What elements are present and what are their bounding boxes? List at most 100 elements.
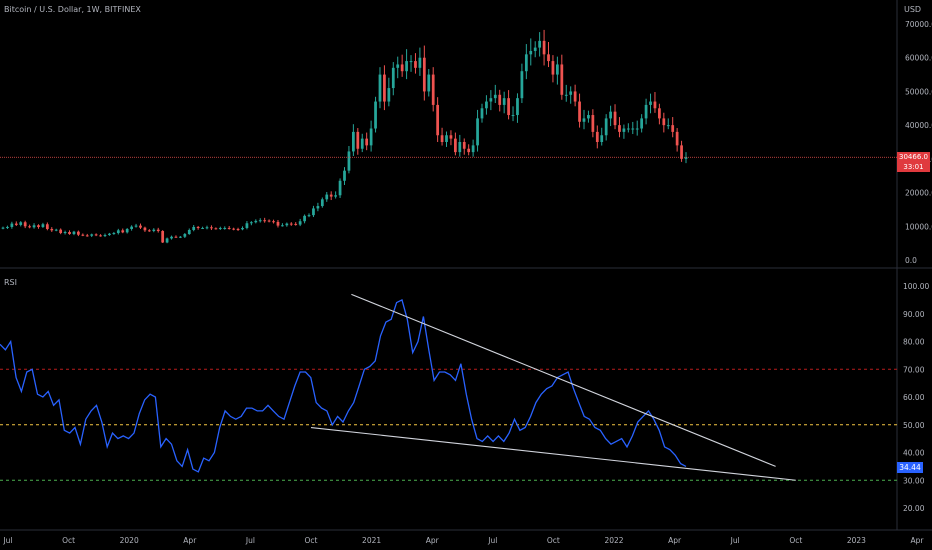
candle-body xyxy=(485,101,488,109)
time-axis-tick: Oct xyxy=(62,536,75,545)
candle-body xyxy=(662,118,666,126)
candle-body xyxy=(493,94,497,99)
candle-body xyxy=(263,220,267,222)
candle-body xyxy=(165,238,169,243)
candle-body xyxy=(507,98,510,116)
candle-body xyxy=(640,118,644,129)
candle-body xyxy=(289,223,293,225)
candle-body xyxy=(405,61,408,72)
candle-body xyxy=(618,125,621,132)
candle-body xyxy=(285,223,289,226)
currency-label: USD xyxy=(904,5,922,14)
candle-body xyxy=(578,101,581,122)
rsi-axis-tick: 70.00 xyxy=(903,365,925,374)
candle-body xyxy=(609,111,612,119)
candle-body xyxy=(90,234,94,236)
candle-body xyxy=(431,74,435,105)
price-axis-tick: 20000.0 xyxy=(905,189,932,198)
candle-body xyxy=(347,151,351,171)
candle-body xyxy=(139,225,142,228)
candle-body xyxy=(108,233,111,236)
candle-body xyxy=(582,118,586,122)
rsi-axis-tick: 80.00 xyxy=(903,338,925,347)
candle-body xyxy=(369,128,373,146)
candle-body xyxy=(232,228,235,230)
price-axis-tick: 10000.0 xyxy=(905,222,932,231)
candle-body xyxy=(19,222,23,225)
rsi-axis-tick: 30.00 xyxy=(903,476,925,485)
candle-body xyxy=(187,229,191,235)
candle-body xyxy=(147,230,151,232)
candle-body xyxy=(458,142,462,153)
candle-body xyxy=(210,227,213,229)
candle-body xyxy=(436,104,440,136)
candle-body xyxy=(298,221,302,225)
time-axis-tick: Apr xyxy=(426,536,440,545)
candle-body xyxy=(45,224,49,229)
candle-body xyxy=(245,223,249,228)
candle-body xyxy=(498,94,502,105)
candle-body xyxy=(14,223,18,225)
candle-body xyxy=(37,225,40,227)
candle-body xyxy=(666,125,670,127)
candle-body xyxy=(94,234,98,236)
price-axis-tick: 50000.0 xyxy=(905,87,932,96)
candle-body xyxy=(334,195,338,197)
time-axis-tick: Apr xyxy=(668,536,682,545)
candle-body xyxy=(595,131,599,142)
candle-body xyxy=(272,221,275,223)
candle-body xyxy=(192,226,196,230)
time-axis-tick: Oct xyxy=(305,536,318,545)
time-axis-tick: Apr xyxy=(183,536,197,545)
candle-body xyxy=(170,236,173,239)
candle-body xyxy=(387,88,391,102)
candle-body xyxy=(85,235,89,237)
time-axis-tick: Apr xyxy=(911,536,925,545)
candle-body xyxy=(471,145,475,153)
candle-body xyxy=(409,61,413,63)
chart-title: Bitcoin / U.S. Dollar, 1W, BITFINEX xyxy=(4,5,141,14)
candle-body xyxy=(227,227,231,229)
candle-body xyxy=(312,208,315,216)
candle-body xyxy=(281,225,284,227)
candle-body xyxy=(134,225,138,227)
candle-body xyxy=(564,94,568,96)
time-axis-tick: Jul xyxy=(730,536,740,545)
candle-body xyxy=(374,101,377,129)
candle-body xyxy=(112,233,116,235)
candle-body xyxy=(103,235,107,237)
bar-countdown: 33:01 xyxy=(903,163,924,171)
candle-body xyxy=(125,228,129,233)
candle-body xyxy=(613,111,617,126)
candle-body xyxy=(174,236,178,238)
candle-body xyxy=(440,135,444,142)
candle-body xyxy=(236,228,240,230)
candle-body xyxy=(161,231,165,243)
candle-body xyxy=(130,226,133,229)
time-axis-tick: Oct xyxy=(547,536,560,545)
candle-body xyxy=(50,228,54,231)
candle-body xyxy=(23,222,27,227)
candle-body xyxy=(59,229,63,234)
candle-body xyxy=(254,220,258,223)
candle-body xyxy=(600,135,604,142)
candle-body xyxy=(378,74,382,102)
candle-body xyxy=(152,229,156,232)
candle-body xyxy=(547,54,550,62)
candle-body xyxy=(218,227,222,229)
current-price-tag: 30466.0 33:01 xyxy=(897,152,930,172)
candles-group xyxy=(1,29,688,244)
candle-body xyxy=(99,235,102,237)
candle-body xyxy=(41,224,45,227)
candle-body xyxy=(338,180,342,196)
candle-body xyxy=(343,170,346,181)
candle-body xyxy=(316,206,320,209)
candle-body xyxy=(121,230,125,233)
candle-body xyxy=(6,226,9,228)
candle-body xyxy=(520,71,524,99)
rsi-axis-tick: 20.00 xyxy=(903,504,925,513)
candle-body xyxy=(183,234,187,237)
candle-body xyxy=(587,115,590,119)
candle-body xyxy=(604,118,608,136)
